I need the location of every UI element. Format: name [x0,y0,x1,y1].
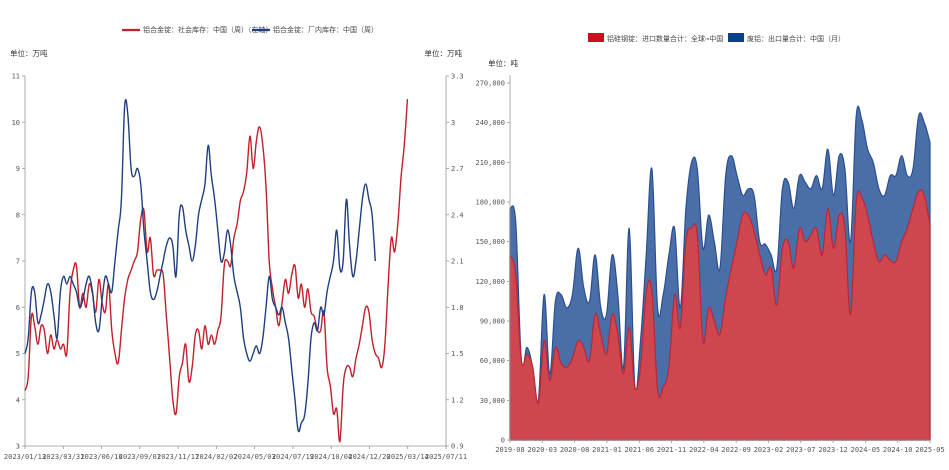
left-y-tick-label: 3 [16,443,20,451]
left-chart-legend: 铝合金锭：社会库存：中国（周）（左轴） 铝合金锭：厂内库存：中国（周） [122,25,378,34]
left-y-tick-label: 7 [16,258,20,266]
left-x-tick-label: 2025/03/14 [387,453,429,461]
left-chart-axes: 3 4 5 6 7 8 9 10 11 0.9 1.2 1.5 1.8 2.1 2.4 2.7 3 3.3 2023… [4,73,467,462]
legend-label-right-series-1: 铝硅钢锭：进口数量合计：全球⇒中国（月） [607,34,744,43]
right-chart-x-tick-label: 2021-11 [657,446,687,454]
right-chart-y-tick-label: 180,000 [475,199,505,207]
right-chart-y-tick-label: 150,000 [475,238,505,246]
right-chart-x-tick-label: 2020-08 [560,446,590,454]
right-chart-x-tick-label: 2022-09 [721,446,751,454]
right-y-tick-label: 1.8 [451,304,464,312]
right-y-tick-label: 1.5 [451,350,464,358]
left-x-tick-label: 2023/11/17 [157,453,199,461]
right-chart-y-tick-label: 0 [501,437,505,445]
right-chart-y-tick-label: 30,000 [480,397,505,405]
right-y-tick-label: 1.2 [451,396,464,404]
left-x-tick-label: 2024/07/19 [272,453,314,461]
right-y-tick-label: 2.1 [451,258,464,266]
right-chart-x-tick-label: 2021-01 [592,446,622,454]
left-y-tick-label: 5 [16,350,20,358]
left-x-tick-label: 2023/09/01 [119,453,161,461]
right-chart-series [509,105,931,441]
right-chart-x-tick-label: 2019-08 [495,446,525,454]
left-y-tick-label: 6 [16,304,20,312]
right-chart-x-tick-label: 2024-05 [851,446,881,454]
right-chart-axes: 0 30,000 60,000 90,000 120,000 150,000 180,000… [475,75,945,454]
legend-label-left-series-1: 铝合金锭：社会库存：中国（周）（左轴） [143,25,273,34]
legend-label-left-series-2: 铝合金锭：厂内库存：中国（周） [273,25,378,34]
left-series-line-1 [24,99,409,443]
left-y-tick-label: 9 [16,165,20,173]
left-x-tick-label: 2023/06/16 [80,453,122,461]
left-x-tick-label: 2023/03/31 [42,453,84,461]
right-chart-unit: 单位：吨 [488,58,518,68]
left-x-tick-label: 2024/02/02 [195,453,237,461]
right-chart-legend: 铝硅钢锭：进口数量合计：全球⇒中国（月） 废铝：出口量合计：中国（月） [588,33,845,43]
left-x-tick-label: 2025/07/11 [425,453,467,461]
left-y-tick-label: 11 [12,73,20,81]
left-y-tick-label: 4 [16,396,20,404]
legend-swatch-right-series-1 [588,33,604,42]
right-chart-x-tick-label: 2022-04 [689,446,719,454]
right-chart-y-tick-label: 60,000 [480,357,505,365]
right-y-tick-label: 0.9 [451,443,464,451]
right-chart-x-tick-label: 2023-07 [786,446,816,454]
left-chart-series [24,98,409,443]
right-y-tick-label: 2.7 [451,165,464,173]
left-x-tick-label: 2024/12/20 [348,453,390,461]
right-chart-x-tick-label: 2020-03 [528,446,558,454]
right-chart-x-tick-label: 2024-10 [883,446,913,454]
left-x-tick-label: 2024/05/03 [234,453,276,461]
left-chart-unit-left: 单位：万吨 [10,48,48,58]
right-chart-y-tick-label: 240,000 [475,119,505,127]
left-x-tick-label: 2023/01/13 [4,453,46,461]
right-chart-y-tick-label: 210,000 [475,159,505,167]
right-chart-x-tick-label: 2023-12 [818,446,848,454]
left-chart-unit-right: 单位：万吨 [425,48,463,58]
legend-label-right-series-2: 废铝：出口量合计：中国（月） [747,34,845,43]
right-chart-x-tick-label: 2023-02 [754,446,784,454]
left-x-tick-label: 2024/10/04 [310,453,352,461]
left-series-line-2 [24,98,376,433]
right-y-tick-label: 2.4 [451,211,464,219]
right-chart-x-tick-label: 2021-06 [624,446,654,454]
right-chart-y-tick-label: 270,000 [475,80,505,88]
right-y-tick-label: 3 [451,119,455,127]
left-y-tick-label: 8 [16,211,20,219]
legend-swatch-right-series-2 [728,33,744,42]
left-y-tick-label: 10 [12,119,20,127]
right-chart-x-tick-label: 2025-05 [915,446,945,454]
right-chart-y-tick-label: 120,000 [475,278,505,286]
right-chart-y-tick-label: 90,000 [480,318,505,326]
right-series-area-1 [509,189,931,441]
right-y-tick-label: 3.3 [451,73,464,81]
